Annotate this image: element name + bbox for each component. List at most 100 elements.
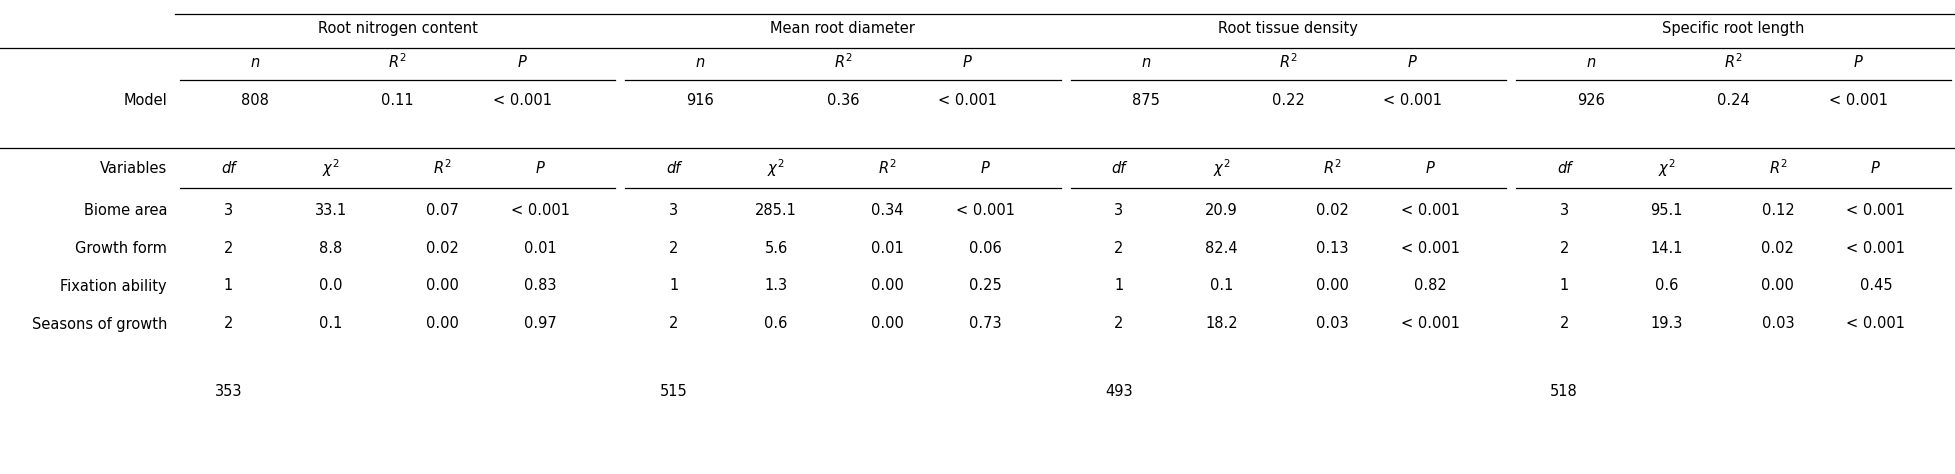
Text: 875: 875 bbox=[1132, 92, 1159, 108]
Text: 3: 3 bbox=[669, 202, 678, 218]
Text: n: n bbox=[250, 55, 260, 70]
Text: $R^2$: $R^2$ bbox=[1767, 159, 1787, 177]
Text: 2: 2 bbox=[223, 317, 233, 331]
Text: 493: 493 bbox=[1105, 384, 1132, 400]
Text: 0.03: 0.03 bbox=[1761, 317, 1793, 331]
Text: 0.6: 0.6 bbox=[764, 317, 788, 331]
Text: 3: 3 bbox=[1114, 202, 1122, 218]
Text: < 0.001: < 0.001 bbox=[510, 202, 569, 218]
Text: < 0.001: < 0.001 bbox=[1846, 240, 1904, 255]
Text: df: df bbox=[221, 161, 235, 175]
Text: Root tissue density: Root tissue density bbox=[1218, 20, 1357, 36]
Text: 518: 518 bbox=[1550, 384, 1578, 400]
Text: 0.1: 0.1 bbox=[1208, 279, 1232, 293]
Text: 5.6: 5.6 bbox=[764, 240, 788, 255]
Text: $P$: $P$ bbox=[979, 160, 991, 176]
Text: $R^2$: $R^2$ bbox=[1279, 53, 1296, 72]
Text: $P$: $P$ bbox=[516, 54, 528, 70]
Text: 20.9: 20.9 bbox=[1204, 202, 1238, 218]
Text: 2: 2 bbox=[669, 317, 678, 331]
Text: 2: 2 bbox=[1558, 317, 1568, 331]
Text: < 0.001: < 0.001 bbox=[1828, 92, 1887, 108]
Text: 0.01: 0.01 bbox=[870, 240, 903, 255]
Text: $\chi^2$: $\chi^2$ bbox=[323, 157, 340, 179]
Text: 0.6: 0.6 bbox=[1654, 279, 1677, 293]
Text: 8.8: 8.8 bbox=[319, 240, 342, 255]
Text: Variables: Variables bbox=[100, 161, 166, 175]
Text: $\chi^2$: $\chi^2$ bbox=[1212, 157, 1230, 179]
Text: 14.1: 14.1 bbox=[1650, 240, 1681, 255]
Text: Fixation ability: Fixation ability bbox=[61, 279, 166, 293]
Text: 2: 2 bbox=[669, 240, 678, 255]
Text: 0.82: 0.82 bbox=[1413, 279, 1447, 293]
Text: Biome area: Biome area bbox=[84, 202, 166, 218]
Text: 0.00: 0.00 bbox=[426, 317, 457, 331]
Text: 0.02: 0.02 bbox=[1761, 240, 1793, 255]
Text: $R^2$: $R^2$ bbox=[389, 53, 407, 72]
Text: 515: 515 bbox=[659, 384, 688, 400]
Text: 0.1: 0.1 bbox=[319, 317, 342, 331]
Text: 0.06: 0.06 bbox=[968, 240, 1001, 255]
Text: 0.34: 0.34 bbox=[870, 202, 903, 218]
Text: 0.13: 0.13 bbox=[1316, 240, 1349, 255]
Text: 0.25: 0.25 bbox=[968, 279, 1001, 293]
Text: Seasons of growth: Seasons of growth bbox=[31, 317, 166, 331]
Text: $R^2$: $R^2$ bbox=[432, 159, 452, 177]
Text: 926: 926 bbox=[1576, 92, 1603, 108]
Text: < 0.001: < 0.001 bbox=[493, 92, 551, 108]
Text: 2: 2 bbox=[1114, 240, 1122, 255]
Text: $P$: $P$ bbox=[1408, 54, 1417, 70]
Text: 1.3: 1.3 bbox=[764, 279, 788, 293]
Text: < 0.001: < 0.001 bbox=[1382, 92, 1441, 108]
Text: $\chi^2$: $\chi^2$ bbox=[766, 157, 784, 179]
Text: Root nitrogen content: Root nitrogen content bbox=[317, 20, 477, 36]
Text: 0.07: 0.07 bbox=[426, 202, 457, 218]
Text: < 0.001: < 0.001 bbox=[1846, 202, 1904, 218]
Text: $P$: $P$ bbox=[1869, 160, 1881, 176]
Text: $P$: $P$ bbox=[534, 160, 545, 176]
Text: df: df bbox=[1556, 161, 1570, 175]
Text: 0.00: 0.00 bbox=[1316, 279, 1349, 293]
Text: 0.11: 0.11 bbox=[381, 92, 414, 108]
Text: < 0.001: < 0.001 bbox=[1400, 240, 1458, 255]
Text: < 0.001: < 0.001 bbox=[1400, 317, 1458, 331]
Text: 3: 3 bbox=[223, 202, 233, 218]
Text: 0.00: 0.00 bbox=[870, 317, 903, 331]
Text: Growth form: Growth form bbox=[74, 240, 166, 255]
Text: n: n bbox=[1140, 55, 1150, 70]
Text: $R^2$: $R^2$ bbox=[833, 53, 852, 72]
Text: 0.02: 0.02 bbox=[426, 240, 457, 255]
Text: 2: 2 bbox=[1558, 240, 1568, 255]
Text: 0.00: 0.00 bbox=[870, 279, 903, 293]
Text: 1: 1 bbox=[669, 279, 678, 293]
Text: 0.36: 0.36 bbox=[827, 92, 858, 108]
Text: 0.01: 0.01 bbox=[524, 240, 555, 255]
Text: 0.22: 0.22 bbox=[1271, 92, 1304, 108]
Text: 0.00: 0.00 bbox=[1761, 279, 1793, 293]
Text: 0.97: 0.97 bbox=[524, 317, 555, 331]
Text: 2: 2 bbox=[223, 240, 233, 255]
Text: < 0.001: < 0.001 bbox=[956, 202, 1015, 218]
Text: 916: 916 bbox=[686, 92, 714, 108]
Text: n: n bbox=[1586, 55, 1595, 70]
Text: 95.1: 95.1 bbox=[1650, 202, 1681, 218]
Text: $R^2$: $R^2$ bbox=[878, 159, 895, 177]
Text: 3: 3 bbox=[1558, 202, 1568, 218]
Text: < 0.001: < 0.001 bbox=[938, 92, 997, 108]
Text: 0.0: 0.0 bbox=[319, 279, 342, 293]
Text: 0.83: 0.83 bbox=[524, 279, 555, 293]
Text: n: n bbox=[696, 55, 704, 70]
Text: 2: 2 bbox=[1114, 317, 1122, 331]
Text: 808: 808 bbox=[240, 92, 270, 108]
Text: 1: 1 bbox=[1114, 279, 1122, 293]
Text: 285.1: 285.1 bbox=[755, 202, 796, 218]
Text: 0.24: 0.24 bbox=[1716, 92, 1750, 108]
Text: $\chi^2$: $\chi^2$ bbox=[1658, 157, 1673, 179]
Text: $P$: $P$ bbox=[1425, 160, 1435, 176]
Text: 1: 1 bbox=[1558, 279, 1568, 293]
Text: Model: Model bbox=[123, 92, 166, 108]
Text: df: df bbox=[1110, 161, 1126, 175]
Text: 353: 353 bbox=[215, 384, 242, 400]
Text: 0.12: 0.12 bbox=[1761, 202, 1793, 218]
Text: 18.2: 18.2 bbox=[1204, 317, 1238, 331]
